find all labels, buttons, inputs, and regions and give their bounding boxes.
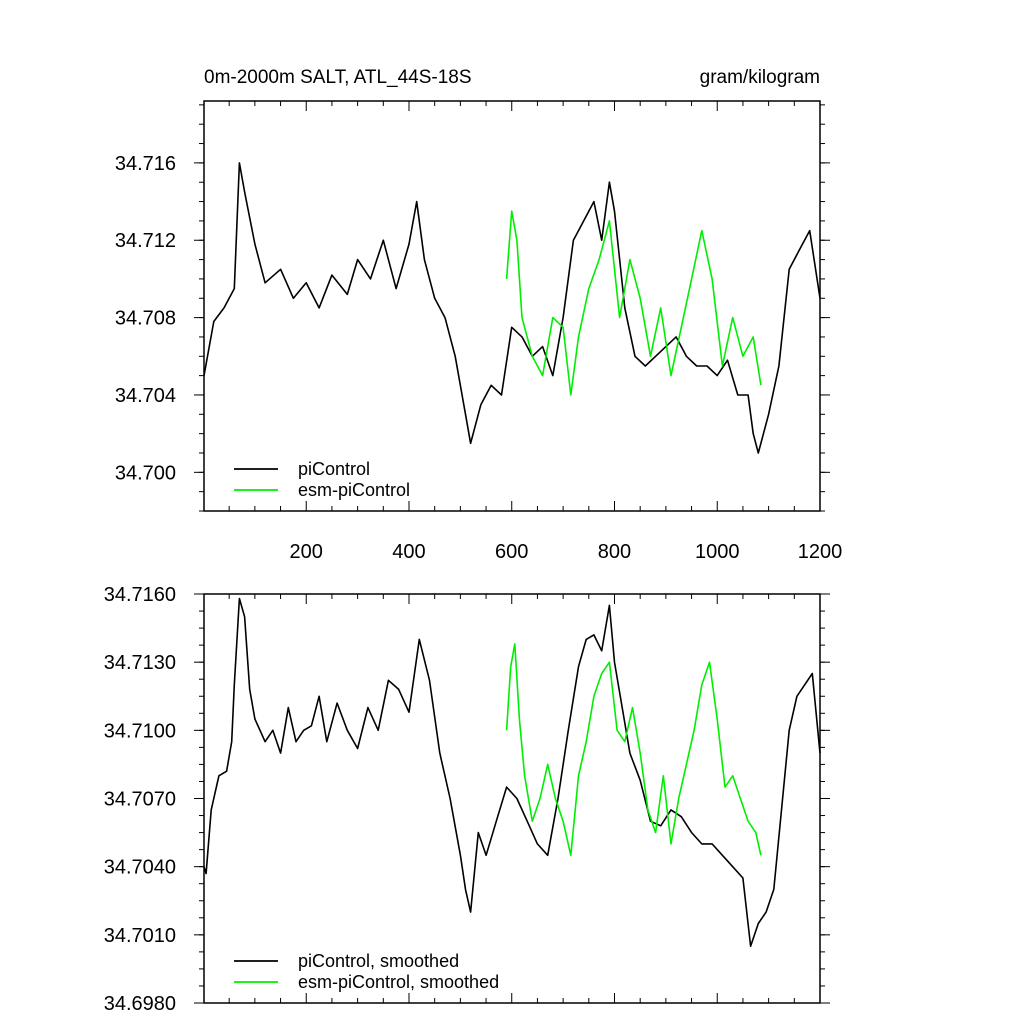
x-tick-label: 400 bbox=[392, 541, 425, 563]
x-tick-labels: 200 400 600 800 1000 1200 bbox=[290, 541, 843, 563]
legend-label-esm-picontrol: esm-piControl bbox=[298, 480, 410, 500]
series-line-picontrol bbox=[203, 162, 821, 454]
y-tick-label: 34.7010 bbox=[104, 925, 176, 947]
tick-marks bbox=[194, 101, 830, 512]
series-line-esm-picontrol-smoothed bbox=[505, 643, 762, 857]
series-lines bbox=[203, 162, 821, 454]
chart-units: gram/kilogram bbox=[700, 67, 820, 88]
y-tick-label: 34.700 bbox=[115, 462, 176, 484]
tick-marks bbox=[194, 593, 830, 1004]
y-tick-labels: 34.700 34.704 34.708 34.712 34.716 bbox=[115, 153, 176, 484]
x-tick-label: 800 bbox=[598, 541, 631, 563]
legend-label-esm-picontrol-smoothed: esm-piControl, smoothed bbox=[298, 972, 499, 992]
series-line-picontrol-smoothed bbox=[203, 597, 821, 947]
y-tick-label: 34.7070 bbox=[104, 789, 176, 811]
y-tick-label: 34.7160 bbox=[104, 584, 176, 606]
y-tick-label: 34.716 bbox=[115, 153, 176, 175]
y-tick-label: 34.7130 bbox=[104, 652, 176, 674]
chart-title: 0m-2000m SALT, ATL_44S-18S bbox=[204, 67, 472, 88]
x-tick-label: 600 bbox=[495, 541, 528, 563]
y-tick-label: 34.7100 bbox=[104, 720, 176, 742]
panel-bottom: 34.6980 34.7010 34.7040 34.7070 34.7100 34.71… bbox=[104, 584, 830, 1015]
plot-frame-top bbox=[203, 100, 821, 512]
y-tick-label: 34.708 bbox=[115, 308, 176, 330]
panel-top: 0m-2000m SALT, ATL_44S-18S gram/kilogram… bbox=[115, 67, 842, 563]
y-tick-labels: 34.6980 34.7010 34.7040 34.7070 34.7100 34.71… bbox=[104, 584, 176, 1015]
legend: piControl, smoothed esm-piControl, smoot… bbox=[234, 951, 499, 992]
series-line-esm-picontrol bbox=[505, 210, 762, 396]
x-tick-label: 1000 bbox=[695, 541, 740, 563]
y-tick-label: 34.712 bbox=[115, 230, 176, 252]
legend-label-picontrol-smoothed: piControl, smoothed bbox=[298, 951, 459, 971]
series-lines bbox=[203, 597, 821, 947]
x-tick-label: 200 bbox=[290, 541, 323, 563]
legend: piControl esm-piControl bbox=[234, 459, 410, 500]
legend-label-picontrol: piControl bbox=[298, 459, 370, 479]
x-tick-label: 1200 bbox=[798, 541, 843, 563]
y-tick-label: 34.704 bbox=[115, 385, 176, 407]
y-tick-label: 34.6980 bbox=[104, 993, 176, 1015]
y-tick-label: 34.7040 bbox=[104, 857, 176, 879]
